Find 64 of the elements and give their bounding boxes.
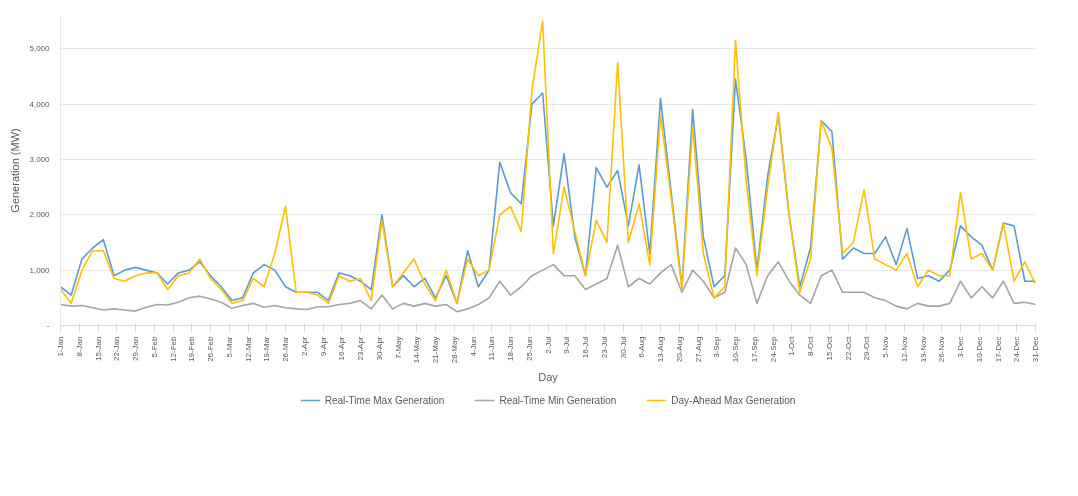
x-tick-label: 19-Mar — [262, 336, 272, 362]
x-tick-label: 29-Jan — [131, 336, 140, 361]
x-tick-label: 22-Oct — [843, 335, 853, 361]
x-tick-label: 16-Jul — [581, 336, 590, 359]
x-tick-label: 18-Jun — [506, 336, 515, 361]
x-tick-label: 6-Aug — [637, 336, 647, 358]
x-tick-label: 21-May — [431, 336, 440, 364]
legend-label: Real-Time Min Generation — [499, 394, 617, 406]
x-tick-label: 29-Oct — [862, 335, 872, 361]
x-tick-label: 23-Apr — [356, 336, 365, 361]
x-tick-label: 12-Feb — [168, 335, 178, 362]
x-tick-label: 30-Apr — [374, 336, 384, 361]
x-tick-label: 4-Jun — [468, 336, 478, 357]
y-tick-label: 1,000 — [29, 265, 51, 275]
x-tick-label: 17-Sep — [749, 335, 759, 363]
x-tick-label: 15-Oct — [824, 335, 834, 361]
x-tick-label: 23-Jul — [599, 336, 609, 359]
y-tick-label: 5,000 — [29, 44, 51, 54]
x-tick-label: 2-Apr — [299, 336, 309, 357]
x-tick-label: 13-Aug — [656, 336, 665, 363]
x-tick-label: 8-Jan — [74, 336, 84, 357]
x-tick-label: 15-Jan — [93, 336, 103, 361]
x-tick-label: 22-Jan — [112, 336, 122, 361]
x-axis-title: Day — [538, 371, 559, 384]
x-tick-label: 1-Jan — [56, 336, 65, 357]
x-tick-label: 26-Mar — [281, 336, 290, 362]
x-tick-label: 24-Sep — [768, 335, 778, 363]
x-tick-label: 5-Feb — [149, 335, 159, 358]
y-tick-label: 4,000 — [29, 99, 51, 109]
y-axis-title: Generation (MW) — [9, 128, 22, 213]
x-tick-label: 24-Dec — [1012, 336, 1022, 363]
x-tick-label: 9-Jul — [562, 336, 572, 354]
x-tick-label: 7-May — [393, 336, 403, 359]
legend-label: Day-Ahead Max Generation — [671, 394, 796, 406]
x-tick-label: 17-Dec — [993, 336, 1003, 363]
legend-label: Real-Time Max Generation — [324, 394, 445, 406]
x-tick-label: 2-Jul — [543, 336, 553, 354]
x-tick-label: 12-Mar — [243, 336, 253, 362]
x-tick-label: 30-Jul — [618, 336, 628, 359]
x-tick-label: 19-Feb — [187, 335, 197, 362]
x-tick-label: 20-Aug — [674, 336, 684, 363]
x-tick-label: 27-Aug — [693, 336, 703, 363]
y-tick-label: 3,000 — [29, 154, 51, 164]
x-tick-label: 3-Sep — [712, 335, 722, 358]
y-tick-label: - — [46, 321, 50, 330]
x-tick-label: 31-Dec — [1031, 336, 1040, 363]
x-tick-label: 25-Jun — [524, 336, 534, 361]
x-tick-label: 11-Jun — [487, 336, 497, 361]
x-tick-label: 1-Oct — [787, 335, 797, 357]
x-tick-label: 8-Oct — [806, 335, 815, 357]
x-tick-label: 14-May — [412, 336, 422, 364]
x-tick-label: 9-Apr — [318, 336, 328, 357]
x-tick-label: 10-Sep — [731, 335, 740, 363]
x-tick-label: 10-Dec — [974, 336, 984, 363]
x-tick-label: 26-Nov — [937, 336, 947, 363]
x-tick-label: 12-Nov — [899, 336, 909, 363]
x-tick-label: 19-Nov — [918, 336, 928, 363]
x-tick-label: 16-Apr — [337, 336, 347, 361]
x-tick-label: 5-Mar — [224, 336, 234, 358]
x-tick-label: 5-Nov — [881, 336, 890, 358]
x-tick-label: 26-Feb — [206, 335, 215, 362]
x-tick-label: 3-Dec — [956, 336, 965, 358]
x-tick-label: 28-May — [449, 336, 459, 364]
y-tick-label: 2,000 — [29, 210, 51, 220]
